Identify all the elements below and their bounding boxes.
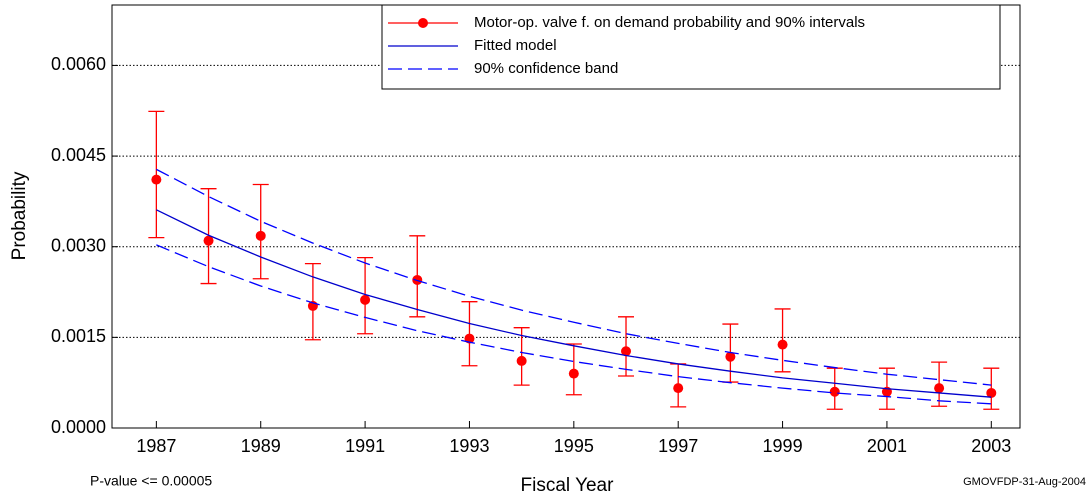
x-tick-label: 1991 [345, 436, 385, 456]
y-tick-label: 0.0030 [51, 235, 106, 255]
y-tick-label: 0.0060 [51, 54, 106, 74]
x-tick-label: 1989 [241, 436, 281, 456]
x-tick-label: 1987 [136, 436, 176, 456]
x-tick-label: 1995 [554, 436, 594, 456]
y-tick-label: 0.0015 [51, 326, 106, 346]
point [360, 294, 371, 305]
series-line [156, 168, 992, 386]
point [203, 235, 214, 246]
x-tick-label: 2003 [971, 436, 1011, 456]
y-tick-label: 0.0045 [51, 145, 106, 165]
y-tick-label: 0.0000 [51, 417, 106, 437]
point [568, 368, 579, 379]
series-line [156, 209, 992, 398]
y-axis-label: Probability [9, 171, 30, 260]
point [829, 386, 840, 397]
point [725, 351, 736, 362]
point [151, 174, 162, 185]
legend-label: 90% confidence band [474, 60, 618, 77]
point [673, 383, 684, 394]
point [986, 387, 997, 398]
figure-id: GMOVFDP-31-Aug-2004 [963, 476, 1086, 488]
legend-marker [418, 18, 428, 28]
series-line [156, 244, 992, 405]
p-value-note: P-value <= 0.00005 [90, 473, 212, 489]
point [777, 339, 788, 350]
x-tick-label: 1993 [449, 436, 489, 456]
point [255, 230, 266, 241]
x-tick-label: 1999 [763, 436, 803, 456]
point [621, 346, 632, 357]
x-tick-label: 2001 [867, 436, 907, 456]
x-tick-label: 1997 [658, 436, 698, 456]
x-axis-label: Fiscal Year [521, 475, 615, 496]
legend-label: Motor-op. valve f. on demand probability… [474, 14, 865, 31]
legend-box [381, 4, 1001, 90]
point [516, 355, 527, 366]
point [934, 383, 945, 394]
legend-label: Fitted model [474, 37, 557, 54]
error-bar [148, 110, 165, 239]
